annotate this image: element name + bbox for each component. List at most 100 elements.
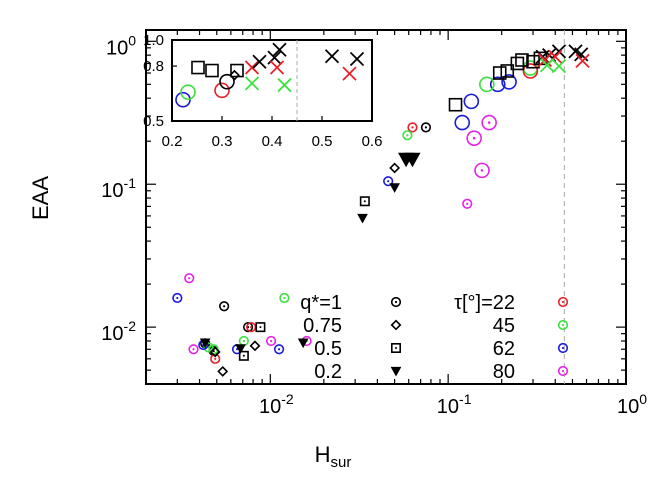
point-center [188,277,191,280]
point [265,335,277,347]
point [172,292,183,304]
point [389,162,401,174]
point-center [466,202,469,205]
point [474,162,490,179]
series-large [448,44,590,179]
point-center [424,126,428,129]
point [199,338,211,349]
point-center [395,347,397,349]
point-center [363,200,366,203]
x-tick-label: 10-1 [437,391,472,418]
point-center [561,323,565,327]
series-small-circles [172,273,312,377]
point [390,319,402,331]
point [383,176,394,187]
point [191,60,205,75]
y-tick-label: 10-1 [101,175,136,202]
legend-label: 0.2 [314,361,342,383]
point [557,342,569,354]
point [249,340,261,352]
point-center [192,348,195,351]
point [217,365,229,377]
inset-y-tick-label: 0.5 [143,113,164,130]
point [466,130,482,146]
point-stroke [324,49,340,64]
point-stroke [244,76,260,91]
point-center [283,296,286,300]
point [492,66,507,80]
point [479,76,495,93]
point [515,53,529,67]
point [454,114,471,131]
inset-x-tick-label: 0.5 [312,133,333,150]
point [420,122,432,133]
point [390,366,402,377]
point [297,338,309,349]
point-center [242,354,245,357]
inset: 0.2 0.3 0.4 0.5 0.6 1.0 0.8 0.5 [143,32,382,150]
point [510,56,525,71]
point [481,114,497,131]
y-tick-label: 100 [106,32,136,59]
point-stroke [574,47,589,62]
point-stroke [272,42,287,57]
point [175,91,191,108]
point [557,296,569,308]
point-center [387,180,390,183]
point [359,196,370,207]
x-axis-label-sub: sur [331,454,352,471]
point [188,344,199,355]
point-center [269,339,273,343]
point [407,122,418,133]
inset-x-tick-label: 0.6 [362,133,383,150]
legend-label: q*=1 [300,292,342,314]
legend-label: 62 [493,338,515,360]
inset-x-tick-label: 0.4 [262,133,283,150]
point-center [487,121,491,124]
point-center [411,126,414,129]
point-center [561,300,565,304]
point-stroke [568,44,583,59]
point-stroke [277,77,292,93]
series-mid-range [357,122,473,224]
point [230,63,244,78]
point-stroke [539,58,555,73]
point-center [214,357,217,360]
point [390,296,402,308]
point [219,73,235,90]
point-center [277,348,281,351]
point [522,63,539,79]
point [209,346,221,358]
point [246,322,257,333]
x-axis-label: Hsur [315,442,352,471]
point [501,74,517,90]
point [180,84,196,100]
point-stroke [269,60,285,75]
point-stroke [551,59,567,74]
point-center [259,326,262,329]
point [205,63,219,78]
point [357,213,368,224]
point-stroke [342,66,357,81]
point [242,322,254,333]
point [203,342,214,353]
point-center [480,169,484,172]
point-center [472,136,476,140]
y-tick-label: 10-2 [101,318,136,345]
inset-x-tick-label: 0.3 [212,133,233,150]
point-center [561,346,565,350]
point-stroke [537,52,553,68]
point [402,130,413,141]
point [235,344,246,354]
point [557,365,569,377]
legend-label: τ[°]=22 [454,292,515,314]
inset-frame [171,39,373,122]
point-center [406,134,409,137]
point [389,183,400,193]
legend-label: 0.5 [314,338,342,360]
point-center [561,369,565,373]
y-axis-label: EAA [28,176,53,220]
point-center [223,305,226,308]
point-center [235,348,239,351]
